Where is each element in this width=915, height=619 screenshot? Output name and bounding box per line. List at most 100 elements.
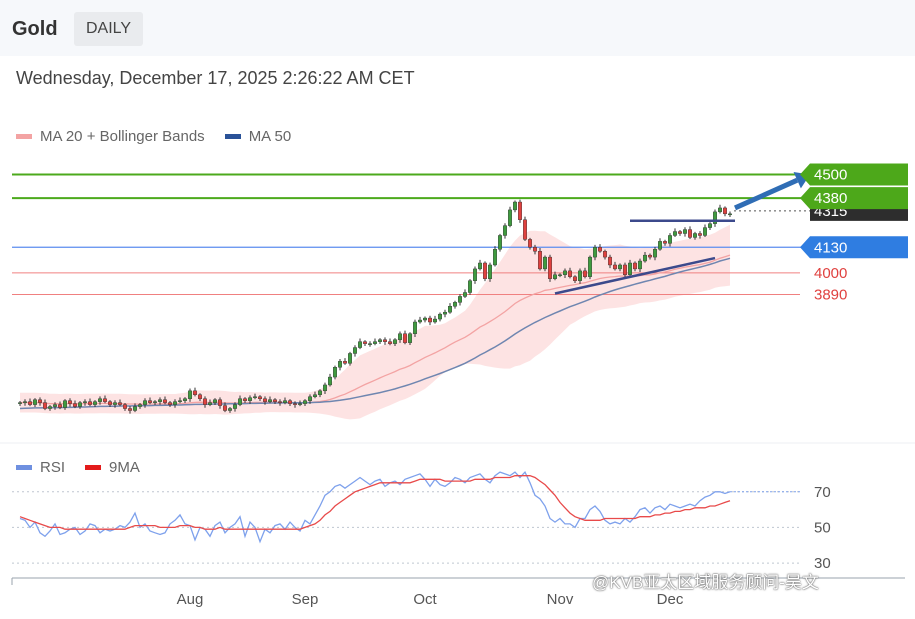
legend-9ma-swatch	[85, 465, 102, 470]
candle-body	[728, 213, 733, 216]
candle-body	[638, 260, 643, 270]
watermark: @KVB亚太区域服务顾问-吴文	[592, 573, 819, 592]
candle-body	[157, 399, 162, 402]
candle-body	[448, 306, 453, 313]
candle-body	[38, 399, 43, 403]
candle-body	[378, 339, 383, 342]
candle-body	[63, 400, 68, 408]
candle-body	[608, 256, 613, 266]
candle-body	[553, 274, 558, 279]
legend-ma20[interactable]: MA 20 + Bollinger Bands	[16, 128, 205, 145]
candle-body	[673, 231, 678, 236]
candle-body	[242, 398, 247, 401]
candle-body	[423, 317, 428, 321]
candle-body	[563, 270, 568, 276]
candle-body	[643, 254, 648, 262]
candle-body	[112, 402, 117, 405]
candle-body	[373, 341, 378, 344]
target-arrow-shaft	[733, 177, 799, 211]
candle-body	[523, 219, 528, 240]
candle-body	[107, 401, 112, 405]
candle-body	[518, 201, 523, 220]
legend-rsi-label: RSI	[40, 459, 66, 476]
price-tag-4500: 4500	[814, 167, 847, 184]
candle-body	[513, 201, 518, 211]
legend-9ma-label: 9MA	[109, 459, 140, 476]
rsi-tick-50: 50	[814, 519, 831, 536]
header-band	[0, 0, 915, 56]
candle-body	[433, 318, 438, 323]
candle-body	[152, 401, 157, 403]
candle-body	[463, 292, 468, 297]
asset-title: Gold	[12, 18, 58, 40]
bollinger-band	[20, 224, 730, 420]
candle-body	[428, 317, 433, 323]
price-tag-4130: 4130	[814, 239, 847, 256]
candle-body	[388, 341, 393, 344]
candle-body	[653, 249, 658, 258]
candle-body	[628, 262, 633, 276]
candle-body	[132, 406, 137, 411]
candle-body	[668, 235, 673, 244]
candle-body	[137, 404, 142, 407]
candle-body	[202, 398, 207, 405]
candle-body	[122, 404, 127, 409]
candle-body	[633, 262, 638, 270]
price-tag-4380: 4380	[814, 190, 847, 207]
candle-body	[408, 333, 413, 343]
candle-body	[418, 319, 423, 323]
timeframe-badge[interactable]: DAILY	[74, 12, 144, 46]
candle-body	[283, 400, 288, 403]
candle-body	[723, 207, 728, 215]
candle-body	[117, 402, 122, 405]
candle-body	[343, 361, 348, 364]
candle-body	[383, 339, 388, 342]
main-legend: MA 20 + Bollinger Bands MA 50	[16, 128, 311, 145]
candle-body	[97, 398, 102, 402]
x-tick-aug: Aug	[177, 591, 204, 608]
candle-body	[162, 399, 167, 403]
candle-body	[458, 296, 463, 303]
candle-body	[478, 262, 483, 270]
candle-body	[192, 390, 197, 395]
candle-body	[247, 397, 252, 401]
candle-body	[558, 274, 563, 276]
candle-body	[398, 333, 403, 340]
candle-body	[353, 347, 358, 354]
candle-body	[713, 211, 718, 224]
candle-body	[368, 343, 373, 345]
candle-body	[658, 241, 663, 250]
candle-body	[598, 247, 603, 252]
candle-body	[142, 400, 147, 405]
candle-body	[273, 399, 278, 402]
candle-body	[508, 209, 513, 226]
candle-body	[77, 402, 82, 407]
candle-body	[613, 264, 618, 270]
candle-body	[278, 401, 283, 403]
candle-body	[102, 398, 107, 402]
candle-body	[67, 400, 72, 404]
candle-body	[252, 396, 257, 398]
candle-body	[468, 280, 473, 293]
legend-ma50[interactable]: MA 50	[224, 128, 292, 145]
candle-body	[438, 313, 443, 320]
x-tick-oct: Oct	[413, 591, 437, 608]
price-tag-3890: 3890	[814, 286, 847, 303]
legend-9ma[interactable]: 9MA	[85, 459, 140, 476]
legend-ma50-label: MA 50	[248, 128, 292, 145]
candle-body	[678, 231, 683, 234]
candle-body	[413, 321, 418, 335]
rsi-line	[19, 470, 731, 544]
candle-body	[328, 376, 333, 386]
candle-body	[593, 247, 598, 258]
candle-body	[33, 399, 38, 405]
candle-body	[393, 339, 398, 344]
candle-body	[182, 398, 187, 401]
candle-body	[708, 223, 713, 228]
candle-body	[348, 353, 353, 364]
candle-body	[533, 247, 538, 252]
candle-body	[197, 394, 202, 399]
legend-rsi[interactable]: RSI	[16, 459, 65, 476]
candle-body	[573, 276, 578, 281]
